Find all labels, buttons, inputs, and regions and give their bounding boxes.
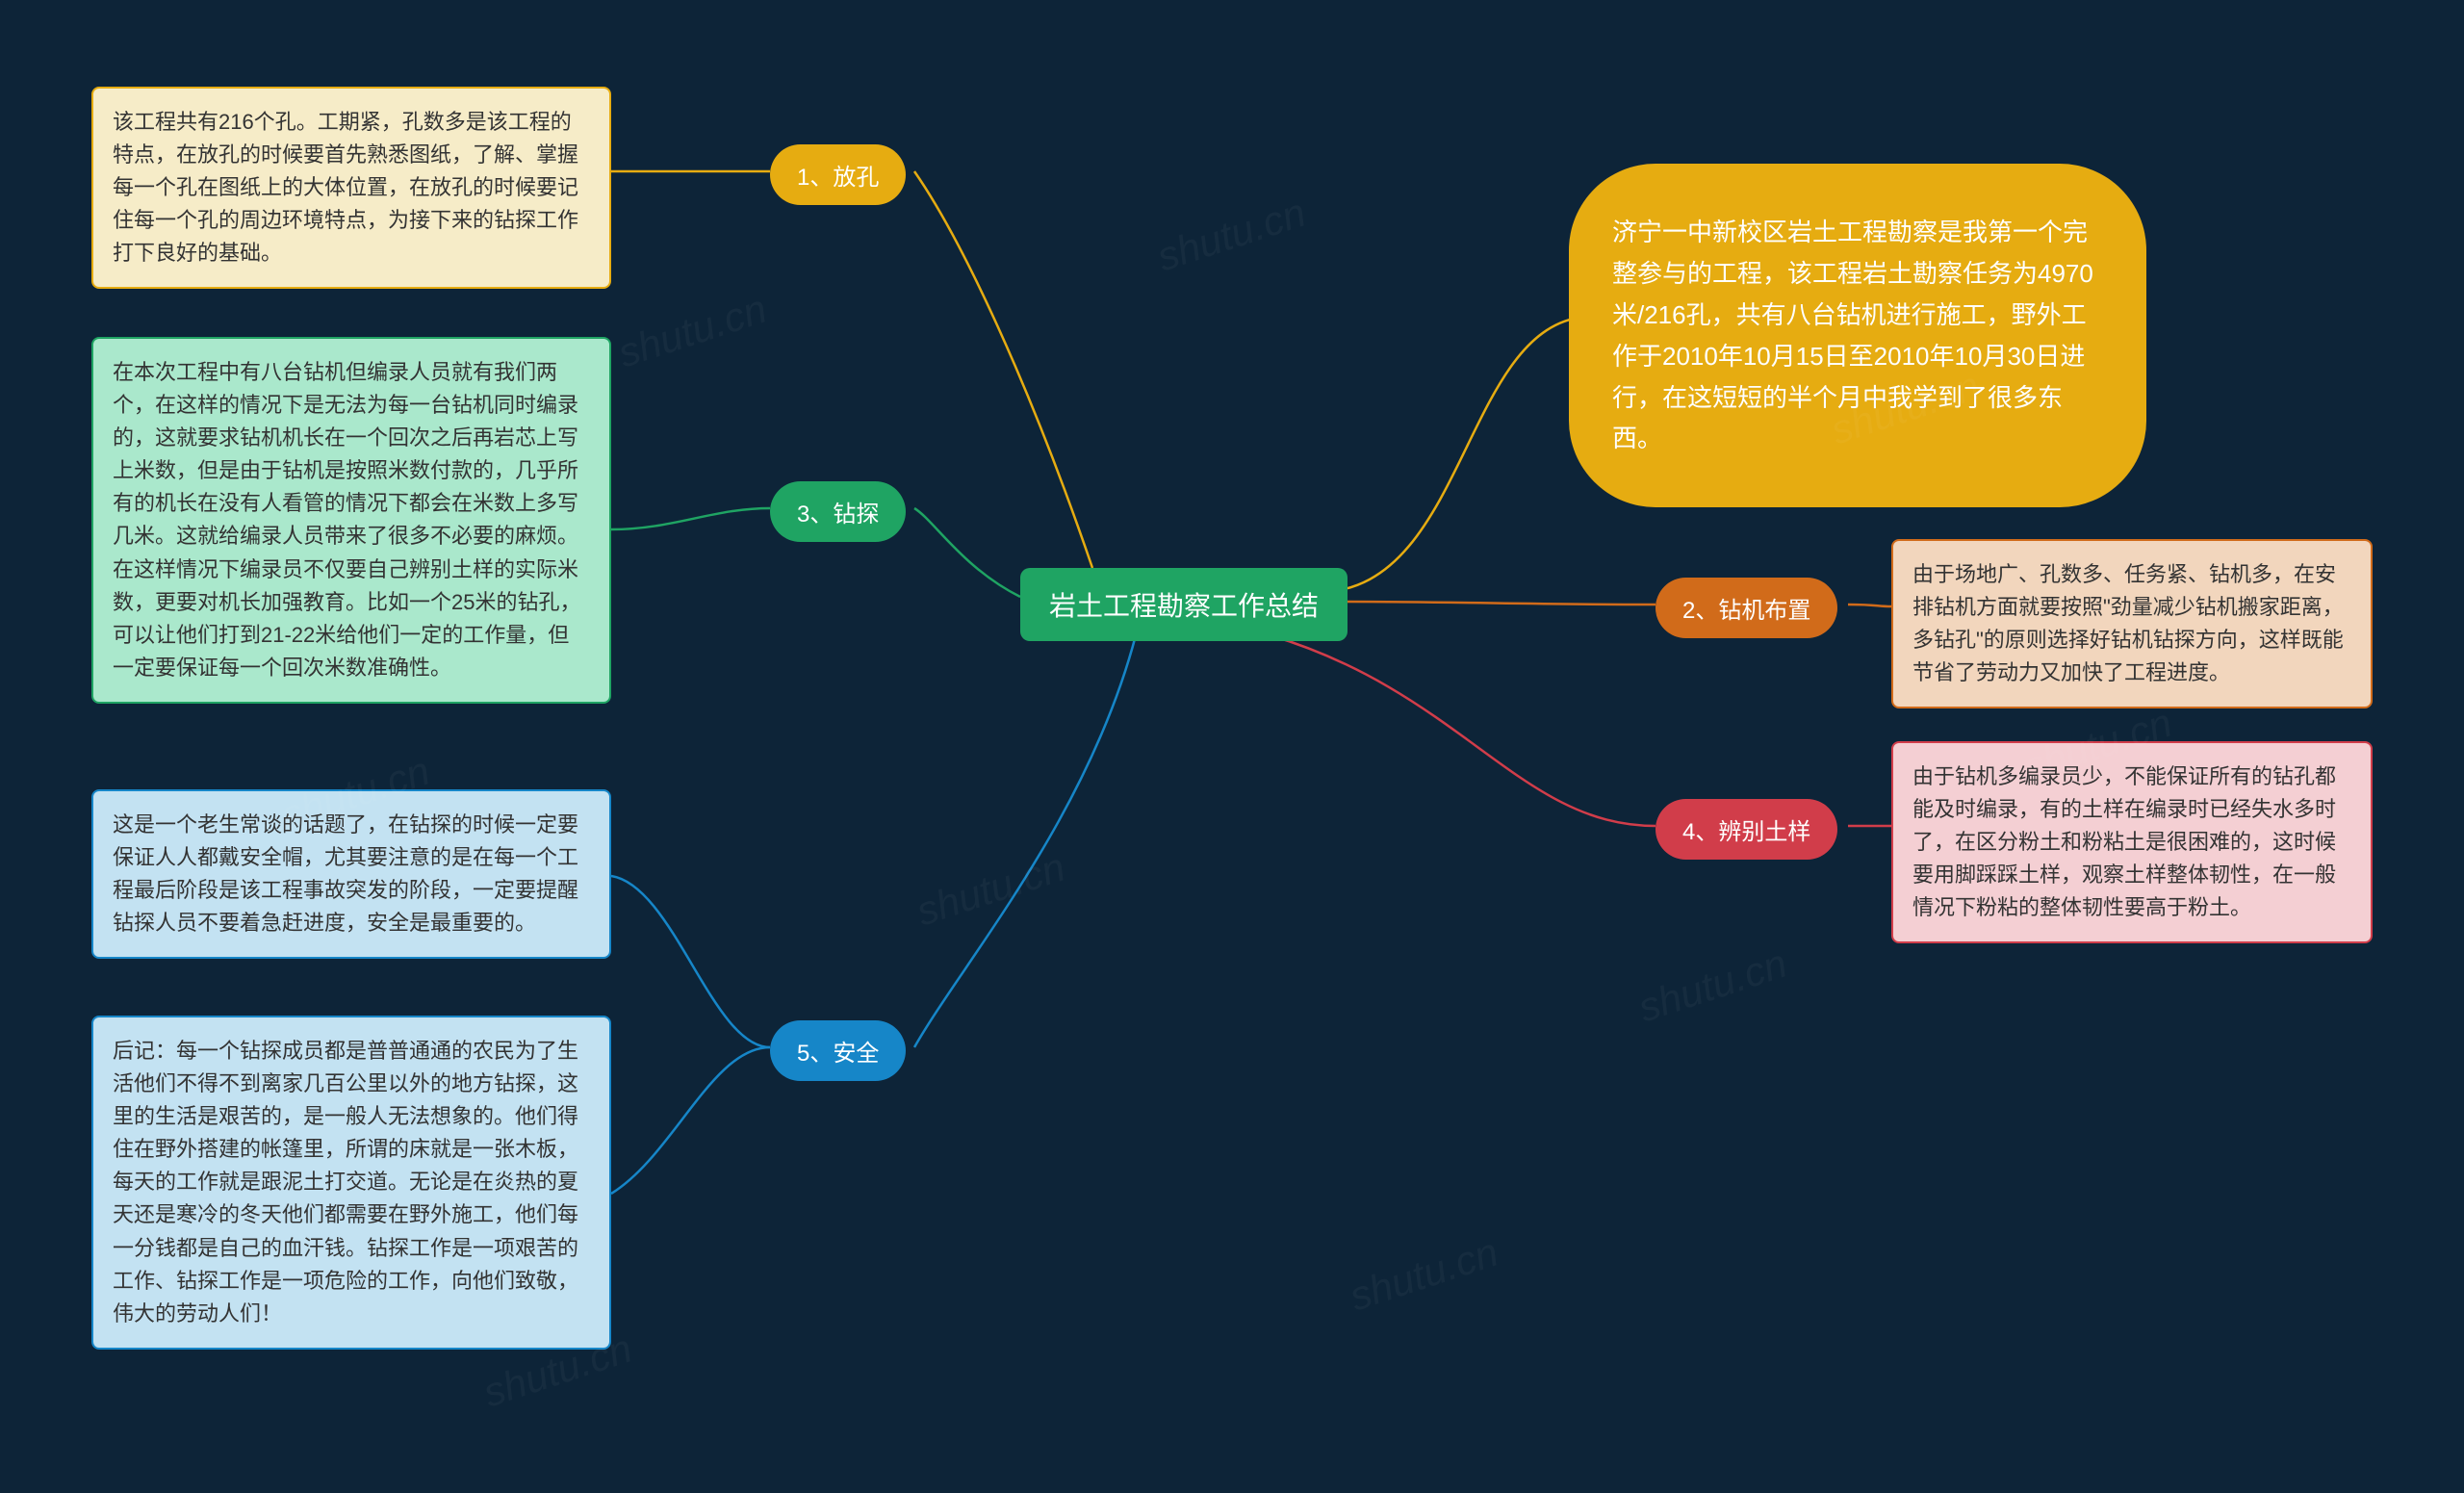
edge-b5-l2 bbox=[611, 1047, 770, 1194]
watermark: shutu.cn bbox=[1632, 940, 1792, 1032]
intro-node: 济宁一中新校区岩土工程勘察是我第一个完整参与的工程，该工程岩土勘察任务为4970… bbox=[1569, 164, 2146, 507]
watermark: shutu.cn bbox=[911, 844, 1070, 936]
leaf-b5-1: 后记：每一个钻探成员都是普普通通的农民为了生活他们不得不到离家几百公里以外的地方… bbox=[91, 1016, 611, 1350]
leaf-b2-0: 由于场地广、孔数多、任务紧、钻机多，在安排钻机方面就要按照"劲量减少钻机搬家距离… bbox=[1891, 539, 2373, 708]
edge-b5-l1 bbox=[611, 876, 770, 1047]
edge-b3 bbox=[914, 508, 1020, 597]
edge-b5 bbox=[914, 635, 1136, 1047]
branch-b1[interactable]: 1、放孔 bbox=[770, 144, 906, 205]
center-node[interactable]: 岩土工程勘察工作总结 bbox=[1020, 568, 1348, 641]
edge-intro bbox=[1319, 318, 1578, 592]
leaf-b3-0: 在本次工程中有八台钻机但编录人员就有我们两个，在这样的情况下是无法为每一台钻机同… bbox=[91, 337, 611, 704]
watermark: shutu.cn bbox=[612, 286, 772, 377]
edge-b3-l1 bbox=[611, 508, 770, 529]
branch-b4[interactable]: 4、辨别土样 bbox=[1656, 799, 1837, 860]
watermark: shutu.cn bbox=[1151, 190, 1311, 281]
branch-b5[interactable]: 5、安全 bbox=[770, 1020, 906, 1081]
edge-b1 bbox=[914, 171, 1092, 568]
edge-b4 bbox=[1270, 635, 1656, 826]
branch-b2[interactable]: 2、钻机布置 bbox=[1656, 578, 1837, 638]
watermark: shutu.cn bbox=[1344, 1229, 1503, 1321]
leaf-b5-0: 这是一个老生常谈的话题了，在钻探的时候一定要保证人人都戴安全帽，尤其要注意的是在… bbox=[91, 789, 611, 959]
edge-b2 bbox=[1319, 602, 1656, 605]
branch-b3[interactable]: 3、钻探 bbox=[770, 481, 906, 542]
edge-b2-l1 bbox=[1848, 605, 1891, 606]
leaf-b1-0: 该工程共有216个孔。工期紧，孔数多是该工程的特点，在放孔的时候要首先熟悉图纸，… bbox=[91, 87, 611, 289]
leaf-b4-0: 由于钻机多编录员少，不能保证所有的钻孔都能及时编录，有的土样在编录时已经失水多时… bbox=[1891, 741, 2373, 943]
